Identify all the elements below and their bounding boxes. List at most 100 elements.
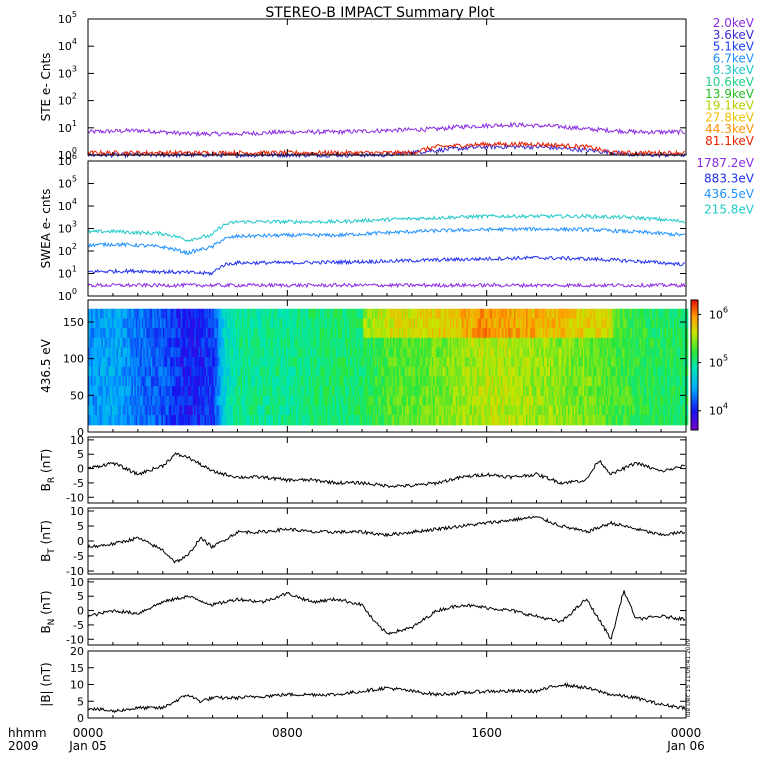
heatmap-cell — [146, 386, 149, 397]
heatmap-cell — [322, 405, 325, 416]
heatmap-cell — [88, 415, 91, 426]
heatmap-cell — [388, 395, 391, 406]
heatmap-cell — [484, 357, 487, 368]
heatmap-cell — [279, 415, 282, 426]
heatmap-cell — [614, 347, 617, 358]
heatmap-cell — [609, 337, 613, 349]
heatmap-cell — [496, 328, 499, 339]
heatmap-cell — [660, 395, 663, 406]
heatmap-cell — [216, 357, 219, 368]
heatmap-cell — [236, 366, 239, 377]
heatmap-cell — [340, 366, 343, 377]
heatmap-cell — [603, 328, 607, 339]
heatmap-cell — [277, 328, 281, 339]
heatmap-cell — [597, 376, 601, 387]
heatmap-cell — [180, 376, 183, 387]
heatmap-cell — [576, 347, 580, 358]
heatmap-cell — [376, 318, 379, 329]
heatmap-cell — [430, 405, 433, 416]
heatmap-cell — [605, 308, 608, 320]
heatmap-cell — [569, 415, 572, 426]
heatmap-cell — [520, 347, 523, 358]
heatmap-cell — [162, 395, 166, 406]
y-axis-label: STE e- Cnts — [39, 53, 53, 122]
heatmap-cell — [89, 328, 92, 339]
heatmap-cell — [544, 386, 547, 397]
heatmap-cell — [686, 308, 689, 320]
heatmap-cell — [579, 415, 583, 426]
heatmap-cell — [194, 366, 197, 377]
heatmap-cell — [298, 308, 302, 320]
heatmap-cell — [119, 357, 122, 368]
heatmap-cell — [291, 366, 294, 377]
heatmap-cell — [295, 386, 299, 397]
heatmap-cell — [508, 376, 511, 387]
heatmap-cell — [167, 357, 170, 368]
heatmap-cell — [161, 357, 164, 368]
heatmap-cell — [490, 328, 493, 339]
heatmap-cell — [224, 415, 227, 426]
heatmap-cell — [222, 415, 225, 426]
heatmap-cell — [100, 328, 103, 339]
heatmap-cell — [541, 337, 544, 349]
heatmap-cell — [206, 376, 209, 387]
heatmap-cell — [434, 347, 438, 358]
heatmap-cell — [195, 376, 198, 387]
heatmap-cell — [363, 308, 366, 320]
heatmap-cell — [434, 415, 438, 426]
heatmap-cell — [131, 405, 134, 416]
heatmap-cell — [129, 347, 133, 358]
heatmap-cell — [212, 405, 215, 416]
heatmap-cell — [259, 386, 263, 397]
heatmap-cell — [614, 376, 617, 387]
heatmap-cell — [88, 337, 91, 349]
heatmap-cell — [609, 376, 613, 387]
heatmap-cell — [230, 308, 233, 320]
heatmap-cell — [396, 318, 399, 329]
heatmap-cell — [464, 357, 467, 368]
heatmap-cell — [251, 405, 254, 416]
heatmap-cell — [663, 357, 666, 368]
heatmap-cell — [291, 337, 294, 349]
heatmap-cell — [431, 347, 435, 358]
heatmap-cell — [505, 357, 508, 368]
heatmap-cell — [227, 328, 230, 339]
heatmap-cell — [125, 337, 128, 349]
heatmap-cell — [369, 386, 372, 397]
heatmap-cell — [430, 357, 433, 368]
heatmap-cell — [310, 357, 314, 368]
heatmap-cell — [282, 366, 285, 377]
heatmap-cell — [406, 415, 409, 426]
heatmap-cell — [433, 366, 436, 377]
heatmap-cell — [509, 347, 512, 358]
heatmap-cell — [626, 405, 629, 416]
heatmap-cell — [470, 318, 473, 329]
heatmap-cell — [228, 337, 231, 349]
heatmap-cell — [452, 405, 456, 416]
heatmap-cell — [119, 347, 122, 358]
heatmap-cell — [273, 347, 276, 358]
heatmap-cell — [494, 318, 497, 329]
heatmap-cell — [107, 366, 110, 377]
heatmap-cell — [191, 395, 194, 406]
heatmap-cell — [239, 347, 242, 358]
heatmap-cell — [141, 318, 145, 329]
heatmap-cell — [316, 328, 319, 339]
heatmap-cell — [440, 328, 444, 339]
heatmap-cell — [111, 386, 115, 397]
heatmap-cell — [436, 405, 439, 416]
heatmap-cell — [107, 415, 110, 426]
heatmap-cell — [348, 328, 351, 339]
heatmap-cell — [328, 415, 331, 426]
heatmap-cell — [306, 405, 309, 416]
heatmap-cell — [478, 386, 481, 397]
heatmap-cell — [279, 328, 282, 339]
heatmap-cell — [89, 386, 92, 397]
heatmap-cell — [466, 328, 469, 339]
heatmap-cell — [581, 376, 584, 387]
heatmap-cell — [402, 328, 405, 339]
heatmap-cell — [288, 415, 291, 426]
heatmap-cell — [680, 386, 683, 397]
heatmap-cell — [117, 357, 121, 368]
heatmap-cell — [165, 415, 168, 426]
